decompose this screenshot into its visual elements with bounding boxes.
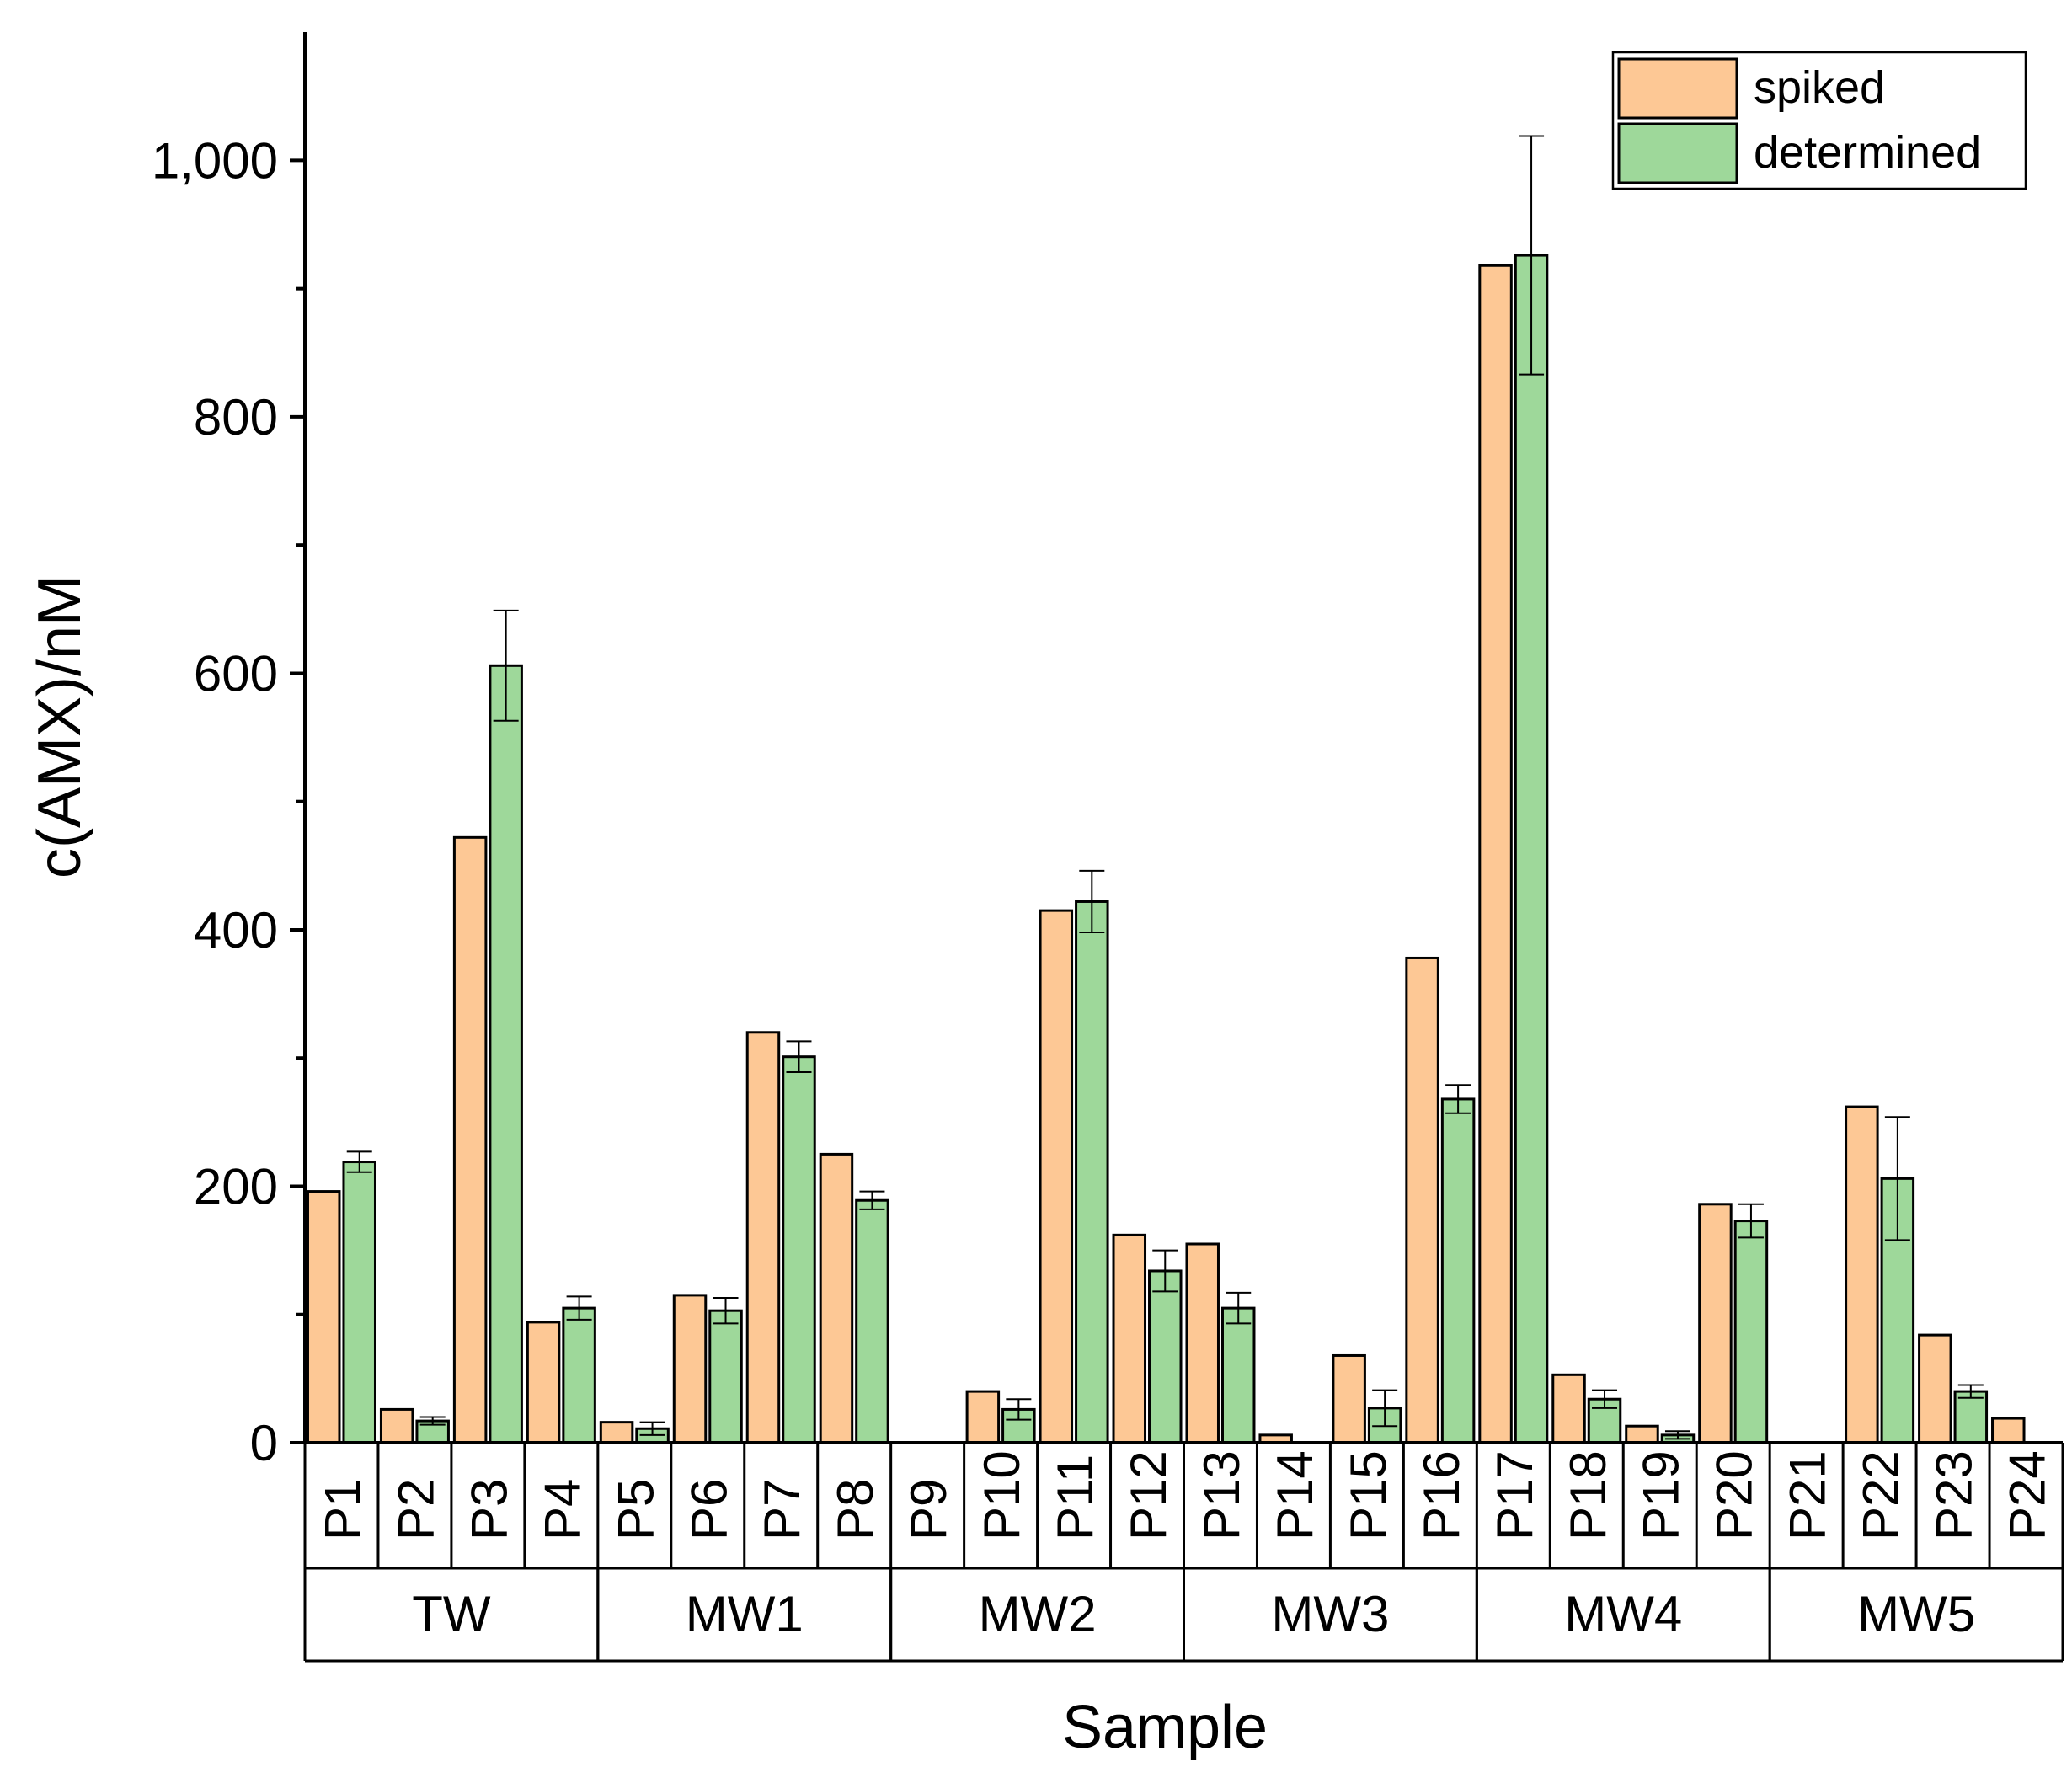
- category-label-P24: P24: [2000, 1450, 2056, 1540]
- category-label-P22: P22: [1853, 1450, 1909, 1540]
- bar-determined-P3: [489, 664, 523, 1444]
- group-label-MW1: MW1: [686, 1586, 804, 1642]
- bar-determined-P23: [1953, 1390, 1989, 1444]
- bar-determined-P12: [1148, 1269, 1183, 1444]
- category-label-P23: P23: [1926, 1450, 1983, 1540]
- bar-spiked-P3: [452, 835, 488, 1444]
- bar-spiked-P13: [1185, 1242, 1220, 1444]
- category-label-P8: P8: [827, 1479, 884, 1540]
- group-label-MW2: MW2: [979, 1586, 1097, 1642]
- category-label-P4: P4: [534, 1479, 590, 1540]
- bars-layer: [306, 254, 2026, 1444]
- bar-spiked-P20: [1698, 1203, 1733, 1444]
- group-label-MW5: MW5: [1857, 1586, 1975, 1642]
- bar-spiked-P5: [599, 1421, 634, 1444]
- bar-spiked-P23: [1918, 1333, 1952, 1444]
- group-label-MW4: MW4: [1564, 1586, 1682, 1642]
- y-tick-label: 1,000: [152, 132, 278, 189]
- legend-swatch-determined: [1617, 122, 1738, 184]
- bar-determined-P11: [1075, 900, 1109, 1444]
- legend: spiked determined: [1611, 51, 2027, 190]
- bar-determined-P6: [708, 1309, 743, 1444]
- bar-spiked-P2: [379, 1407, 414, 1444]
- bar-spiked-P7: [745, 1031, 781, 1444]
- category-label-P10: P10: [974, 1450, 1030, 1540]
- bar-determined-P7: [782, 1055, 816, 1444]
- bar-spiked-P8: [819, 1152, 854, 1444]
- bar-determined-P17: [1514, 254, 1549, 1444]
- bar-spiked-P22: [1845, 1105, 1879, 1444]
- y-tick-label: 200: [194, 1158, 278, 1214]
- bar-spiked-P16: [1405, 956, 1439, 1444]
- category-label-P18: P18: [1560, 1450, 1616, 1540]
- group-label-TW: TW: [412, 1586, 491, 1642]
- category-label-P1: P1: [314, 1479, 371, 1540]
- bar-spiked-P15: [1332, 1353, 1366, 1444]
- bar-spiked-P18: [1551, 1373, 1586, 1444]
- bar-determined-P13: [1220, 1306, 1256, 1444]
- bar-determined-P8: [855, 1198, 889, 1444]
- category-label-P3: P3: [461, 1479, 517, 1540]
- category-label-P16: P16: [1413, 1450, 1470, 1540]
- bar-spiked-P1: [306, 1190, 341, 1444]
- category-label-P11: P11: [1047, 1455, 1103, 1540]
- x-axis-title: Sample: [1062, 1694, 1268, 1761]
- bar-spiked-P10: [965, 1390, 1001, 1444]
- y-axis-title: c(AMX)/nM: [26, 575, 93, 878]
- category-label-P6: P6: [681, 1479, 737, 1540]
- y-tick-label: 800: [194, 389, 278, 446]
- bar-spiked-P19: [1625, 1424, 1659, 1444]
- category-label-P20: P20: [1706, 1450, 1763, 1540]
- category-label-P9: P9: [900, 1479, 957, 1540]
- category-label-P19: P19: [1633, 1450, 1690, 1540]
- category-label-P7: P7: [754, 1479, 810, 1540]
- bar-spiked-P17: [1478, 264, 1513, 1444]
- bar-spiked-P12: [1112, 1233, 1147, 1444]
- bar-determined-P4: [562, 1306, 596, 1444]
- bar-spiked-P24: [1991, 1417, 2026, 1444]
- category-table: P1 P2 P3 P4 P5 P6 P7 P8 P9 P10 P11 P12 P13 P14 P15 P16 P…: [303, 1443, 2064, 1663]
- bar-spiked-P4: [526, 1321, 561, 1444]
- category-label-P12: P12: [1120, 1450, 1177, 1540]
- bar-determined-P20: [1733, 1220, 1769, 1444]
- category-label-P5: P5: [607, 1479, 664, 1540]
- category-label-P15: P15: [1340, 1450, 1396, 1540]
- legend-label-spiked: spiked: [1754, 62, 1885, 113]
- group-label-MW3: MW3: [1271, 1586, 1389, 1642]
- error-bars-layer: [346, 135, 1984, 1440]
- bar-determined-P1: [342, 1161, 376, 1444]
- category-label-P21: P21: [1780, 1450, 1836, 1540]
- legend-label-determined: determined: [1754, 127, 1981, 178]
- y-tick-label: 0: [250, 1415, 278, 1471]
- y-tick-label: 400: [194, 902, 278, 958]
- bar-spiked-P6: [672, 1294, 708, 1444]
- bar-spiked-P11: [1039, 909, 1074, 1444]
- category-label-P2: P2: [387, 1479, 444, 1540]
- category-label-P14: P14: [1267, 1450, 1323, 1540]
- legend-swatch-spiked: [1617, 57, 1738, 120]
- category-label-P13: P13: [1194, 1450, 1250, 1540]
- y-tick-label: 600: [194, 645, 278, 702]
- axes-layer: 0 200 400 600 800 1,000: [152, 32, 2063, 1471]
- category-label-P17: P17: [1487, 1450, 1543, 1540]
- bar-determined-P16: [1440, 1097, 1476, 1444]
